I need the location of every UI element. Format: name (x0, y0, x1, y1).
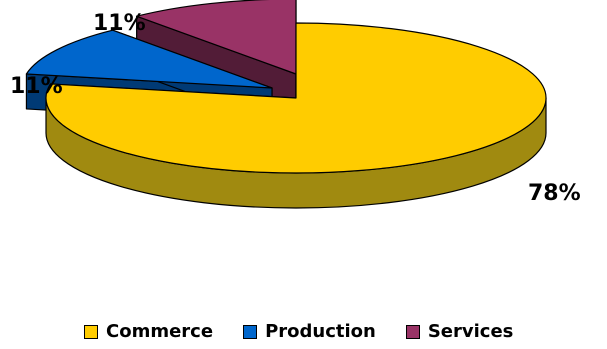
legend-item-commerce: Commerce (84, 321, 213, 342)
data-label-services: 11% (93, 11, 146, 36)
data-label-commerce: 78% (528, 181, 581, 206)
legend-swatch-commerce (84, 324, 98, 339)
legend-swatch-services (405, 324, 420, 339)
legend-swatch-production (243, 324, 258, 339)
legend-item-production: Production (243, 321, 376, 342)
slice-commerce (45, 22, 547, 174)
legend-label-commerce: Commerce (106, 321, 214, 342)
legend-item-services: Services (405, 321, 514, 342)
data-label-production: 11% (10, 74, 63, 99)
legend-label-services: Services (427, 321, 514, 342)
legend-label-production: Production (265, 321, 376, 342)
slice-services (136, 0, 297, 75)
legend: Commerce Production Services (84, 321, 513, 342)
slice-production (25, 29, 273, 89)
